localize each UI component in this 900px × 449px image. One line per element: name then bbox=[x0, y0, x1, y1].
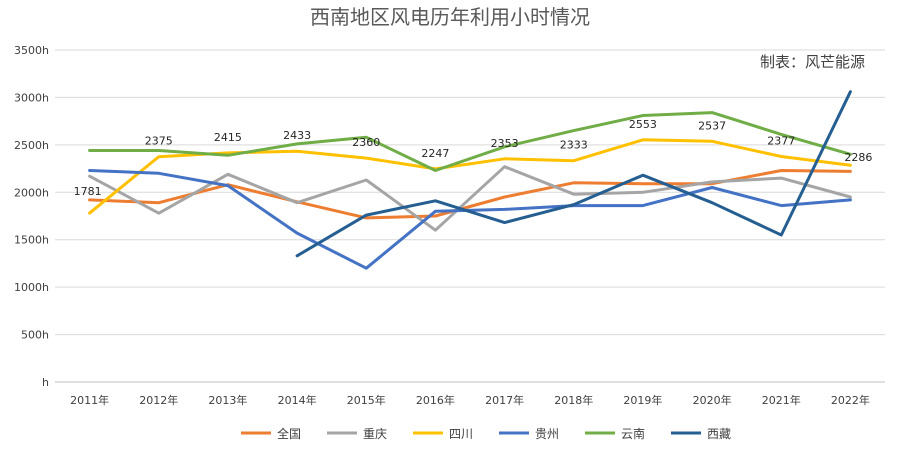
series-line-2 bbox=[88, 165, 852, 232]
legend-label: 云南 bbox=[621, 426, 645, 441]
x-tick-label: 2018年 bbox=[554, 393, 593, 407]
x-tick-label: 2013年 bbox=[208, 393, 247, 407]
y-axis: h 500h 1000h 1500h 2000h 2500h 3000h 3500h bbox=[14, 44, 49, 389]
x-tick-label: 2021年 bbox=[762, 393, 801, 407]
chart-title: 西南地区风电历年利用小时情况 bbox=[310, 5, 590, 29]
series-line-5 bbox=[88, 111, 852, 172]
y-tick-label: 2500h bbox=[14, 139, 49, 152]
x-tick-label: 2011年 bbox=[70, 393, 109, 407]
chart-note: 制表：风芒能源 bbox=[760, 53, 865, 71]
legend-label: 四川 bbox=[449, 427, 473, 441]
data-label: 2433 bbox=[283, 129, 311, 142]
data-label: 2415 bbox=[214, 131, 242, 144]
series-lines bbox=[88, 90, 852, 270]
data-label: 2333 bbox=[560, 139, 588, 152]
legend-label: 西藏 bbox=[707, 427, 731, 441]
legend-label: 全国 bbox=[277, 426, 301, 441]
y-tick-label: 3000h bbox=[14, 91, 49, 104]
data-label: 2286 bbox=[844, 151, 872, 164]
legend: 全国 重庆 四川 贵州 云南 西藏 bbox=[241, 426, 731, 441]
x-tick-label: 2016年 bbox=[416, 393, 455, 407]
y-tick-label: 2000h bbox=[14, 186, 49, 199]
x-tick-label: 2022年 bbox=[831, 393, 870, 407]
x-tick-label: 2020年 bbox=[693, 393, 732, 407]
y-tick-label: 1500h bbox=[14, 234, 49, 247]
y-tick-label: 1000h bbox=[14, 281, 49, 294]
x-tick-label: 2014年 bbox=[278, 393, 317, 407]
y-tick-label: 500h bbox=[21, 329, 49, 342]
series-line-6 bbox=[295, 90, 852, 258]
data-label: 2353 bbox=[491, 137, 519, 150]
data-label: 2375 bbox=[145, 135, 173, 148]
data-label: 1781 bbox=[74, 185, 102, 198]
x-tick-label: 2012年 bbox=[139, 393, 178, 407]
x-tick-label: 2015年 bbox=[347, 393, 386, 407]
x-axis: 2011年 2012年 2013年 2014年 2015年 2016年 2017年 2018年… bbox=[70, 393, 870, 407]
data-label: 2247 bbox=[421, 147, 449, 160]
data-labels: 1781 2375 2415 2433 2360 2247 2353 2333 2553 2537… bbox=[74, 118, 873, 198]
gridlines bbox=[55, 49, 885, 383]
data-label: 2377 bbox=[767, 135, 795, 148]
x-tick-label: 2017年 bbox=[485, 393, 524, 407]
data-label: 2537 bbox=[698, 119, 726, 132]
series-line-4 bbox=[88, 169, 852, 270]
x-tick-label: 2019年 bbox=[623, 393, 662, 407]
y-tick-label: h bbox=[42, 376, 49, 389]
legend-label: 贵州 bbox=[535, 427, 559, 441]
data-label: 2360 bbox=[352, 136, 380, 149]
legend-label: 重庆 bbox=[363, 427, 387, 441]
series-line-3 bbox=[88, 138, 852, 215]
y-tick-label: 3500h bbox=[14, 44, 49, 57]
data-label: 2553 bbox=[629, 118, 657, 131]
